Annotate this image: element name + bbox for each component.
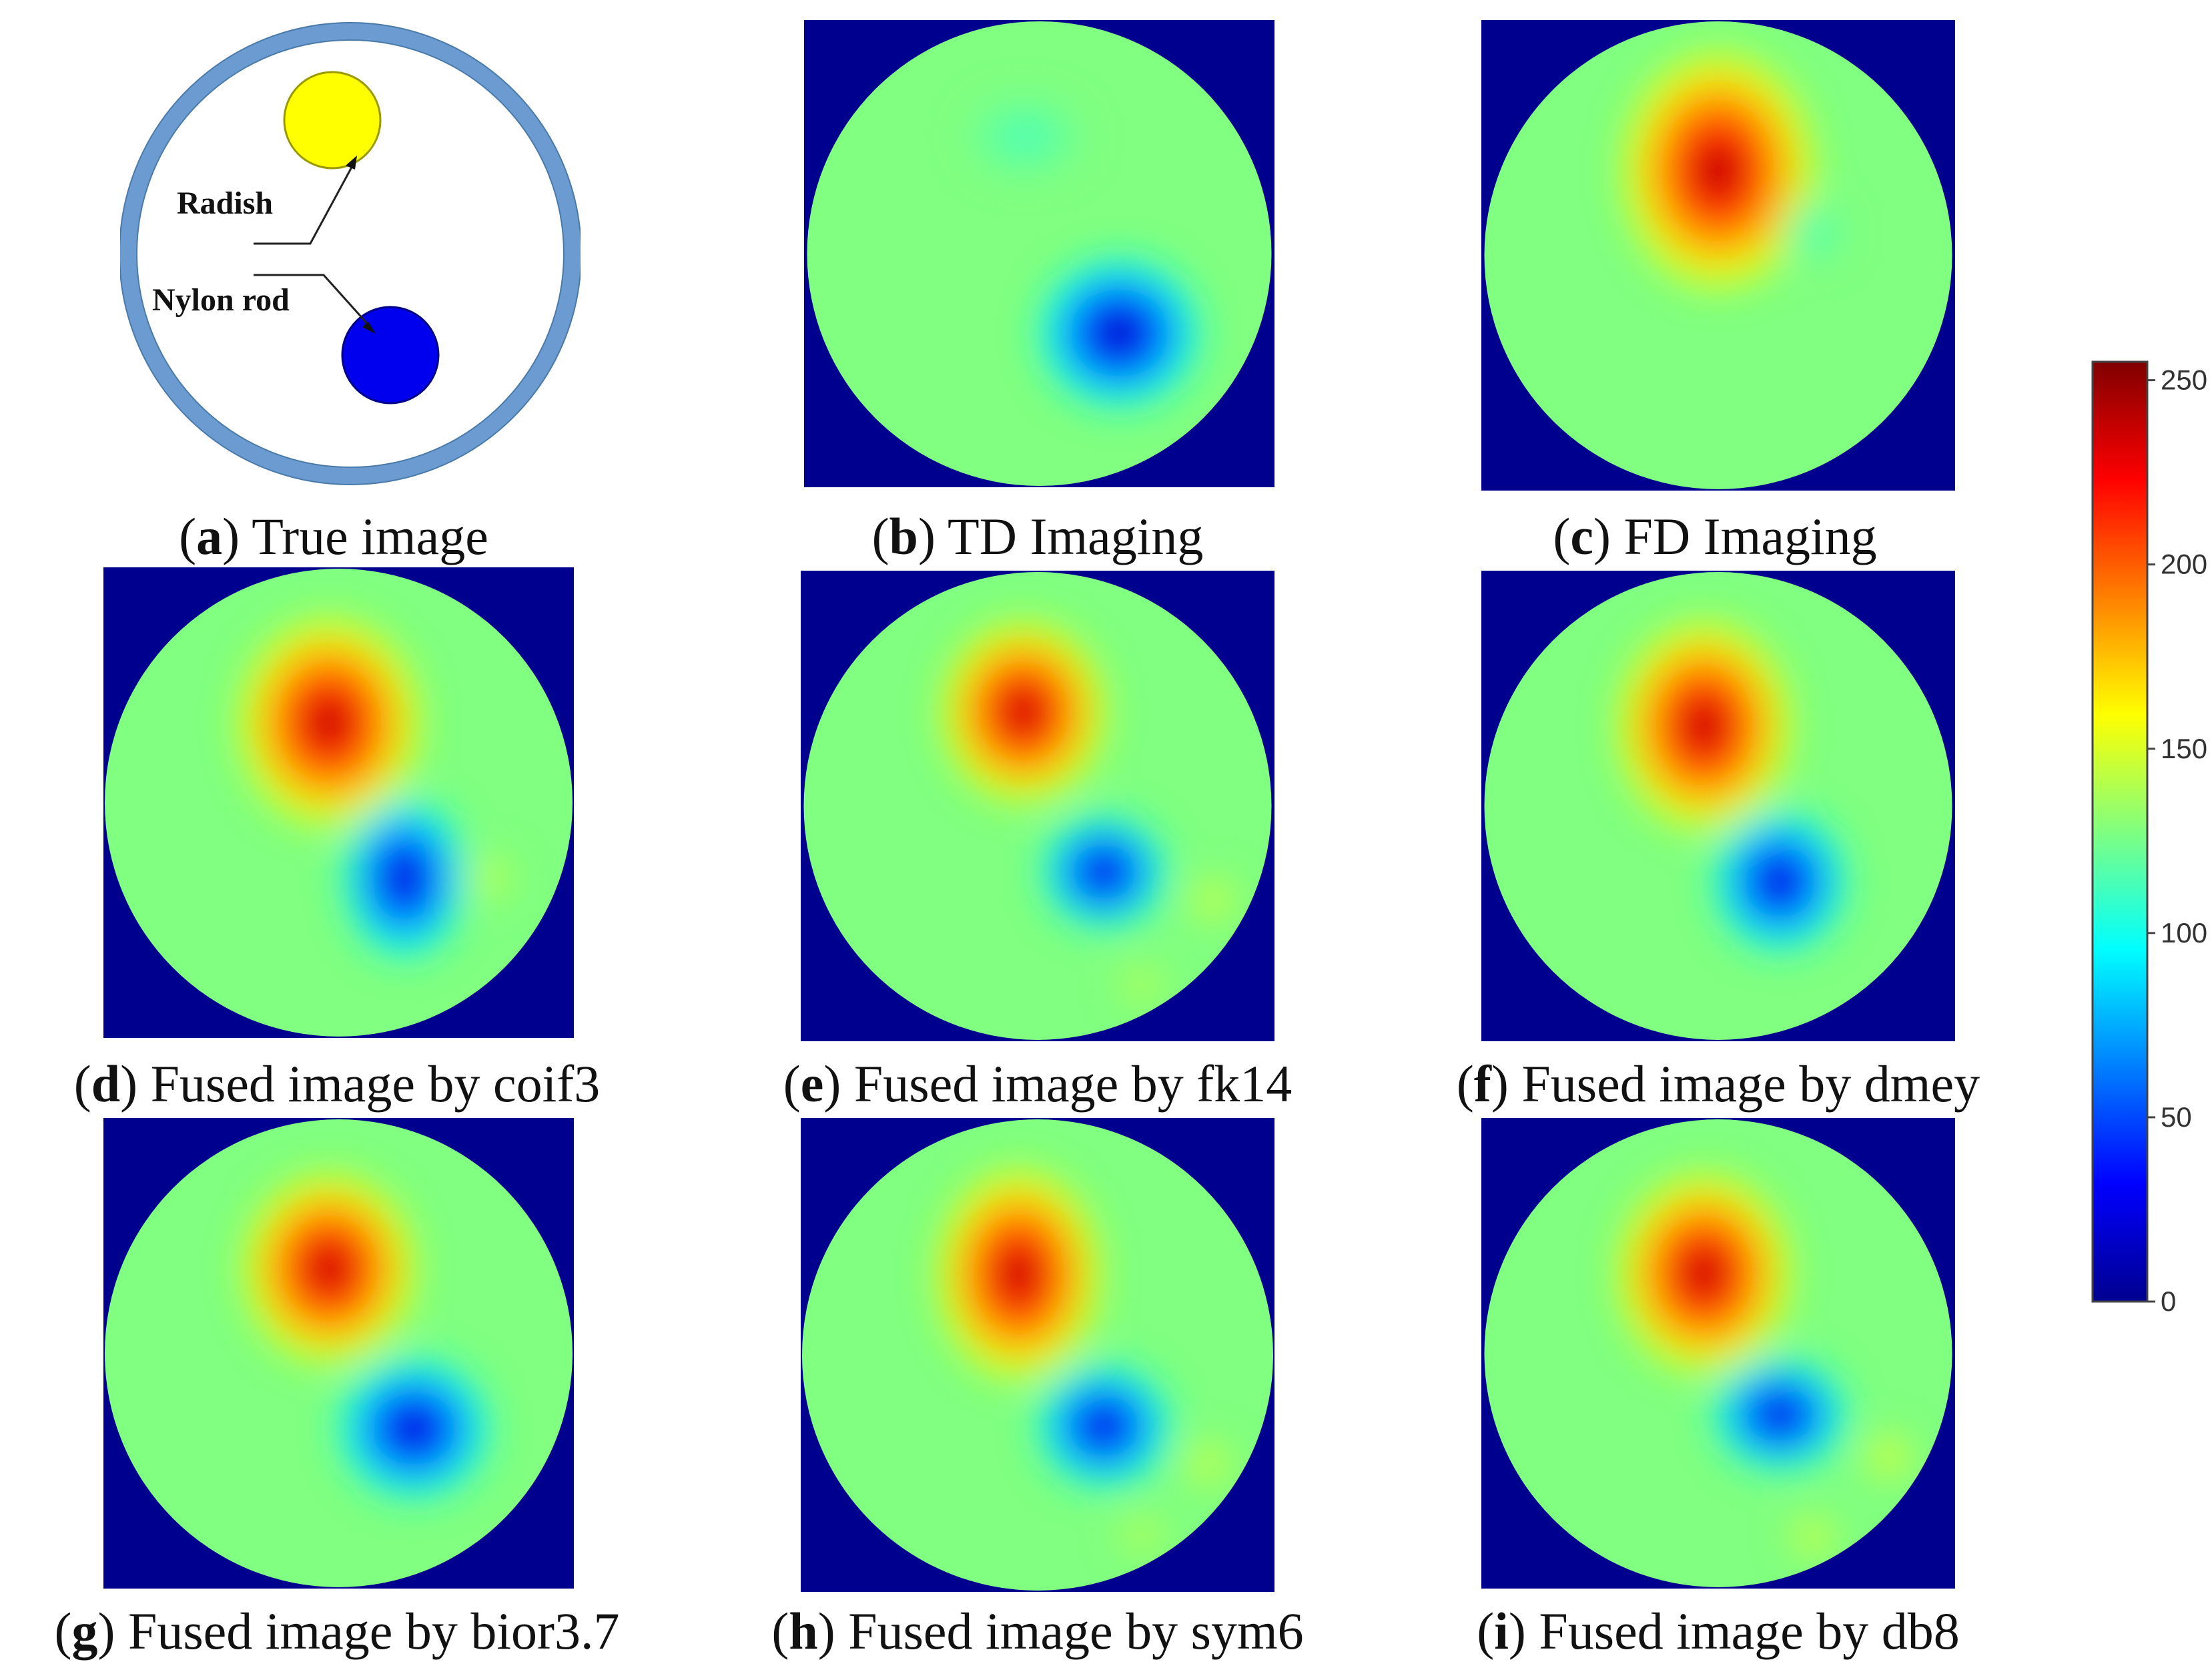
heat-blob <box>1807 226 1819 238</box>
caption-f: (f) Fused image by dmey <box>1456 1055 1980 1113</box>
domain-background <box>807 21 1272 486</box>
heat-blob <box>1699 147 1738 194</box>
colorbar-tick-label: 100 <box>2161 917 2207 948</box>
heat-blob <box>1808 1533 1818 1541</box>
colorbar-gradient <box>2091 360 2149 1303</box>
heat-blob <box>1766 867 1794 896</box>
tile-b <box>804 20 1274 487</box>
caption-a: (a) True image <box>179 507 488 565</box>
heat-blob <box>398 1414 429 1443</box>
radish-shape <box>283 71 382 170</box>
heat-blob <box>1203 1459 1213 1469</box>
heat-blob <box>311 702 348 744</box>
heat-blob <box>392 862 417 894</box>
heat-blob <box>1884 1452 1894 1462</box>
heat-blob <box>1090 1414 1118 1438</box>
heat-blob <box>1014 129 1037 145</box>
heat-blob <box>1091 860 1116 884</box>
tile-g <box>103 1118 574 1589</box>
heat-blob <box>1103 318 1136 348</box>
colorbar-tick-label: 150 <box>2161 733 2207 764</box>
caption-e: (e) Fused image by fk14 <box>783 1055 1293 1113</box>
heat-blob <box>312 1249 346 1288</box>
heat-blob <box>1208 895 1218 905</box>
caption-i: (i) Fused image by db8 <box>1477 1602 1960 1660</box>
tile-d <box>103 567 574 1038</box>
pipe-wall <box>119 23 581 485</box>
colorbar-tick-label: 200 <box>2161 549 2207 580</box>
tile-f <box>1481 571 1955 1041</box>
colorbar: 250 200 150 100 50 0 <box>2082 354 2209 1328</box>
colorbar-tick-label: 250 <box>2161 364 2207 396</box>
true-image-diagram: Radish Nylon rod <box>119 13 582 494</box>
caption-d: (d) Fused image by coif3 <box>73 1055 601 1113</box>
tile-h <box>801 1118 1274 1592</box>
caption-c: (c) FD Imaging <box>1553 507 1877 565</box>
tile-c <box>1481 20 1955 491</box>
colorbar-tick-label: 50 <box>2161 1101 2192 1133</box>
heat-blob <box>1007 693 1040 730</box>
nylon-rod-label: Nylon rod <box>152 282 290 318</box>
colorbar-tick-label: 0 <box>2161 1286 2176 1317</box>
heat-blob <box>1687 1254 1722 1294</box>
nylon-rod-shape <box>341 306 440 404</box>
heat-blob <box>1137 1531 1147 1539</box>
heat-blob <box>1137 981 1147 989</box>
radish-label: Radish <box>177 186 273 221</box>
heat-blob <box>1002 1254 1035 1296</box>
heat-blob <box>1766 1403 1794 1426</box>
tile-i <box>1481 1118 1955 1589</box>
heat-blob <box>484 873 494 883</box>
caption-h: (h) Fused image by sym6 <box>771 1602 1304 1660</box>
caption-g: (g) Fused image by bior3.7 <box>54 1602 620 1660</box>
caption-b: (b) TD Imaging <box>871 507 1204 565</box>
heat-blob <box>1687 705 1722 747</box>
tile-e <box>801 571 1274 1041</box>
